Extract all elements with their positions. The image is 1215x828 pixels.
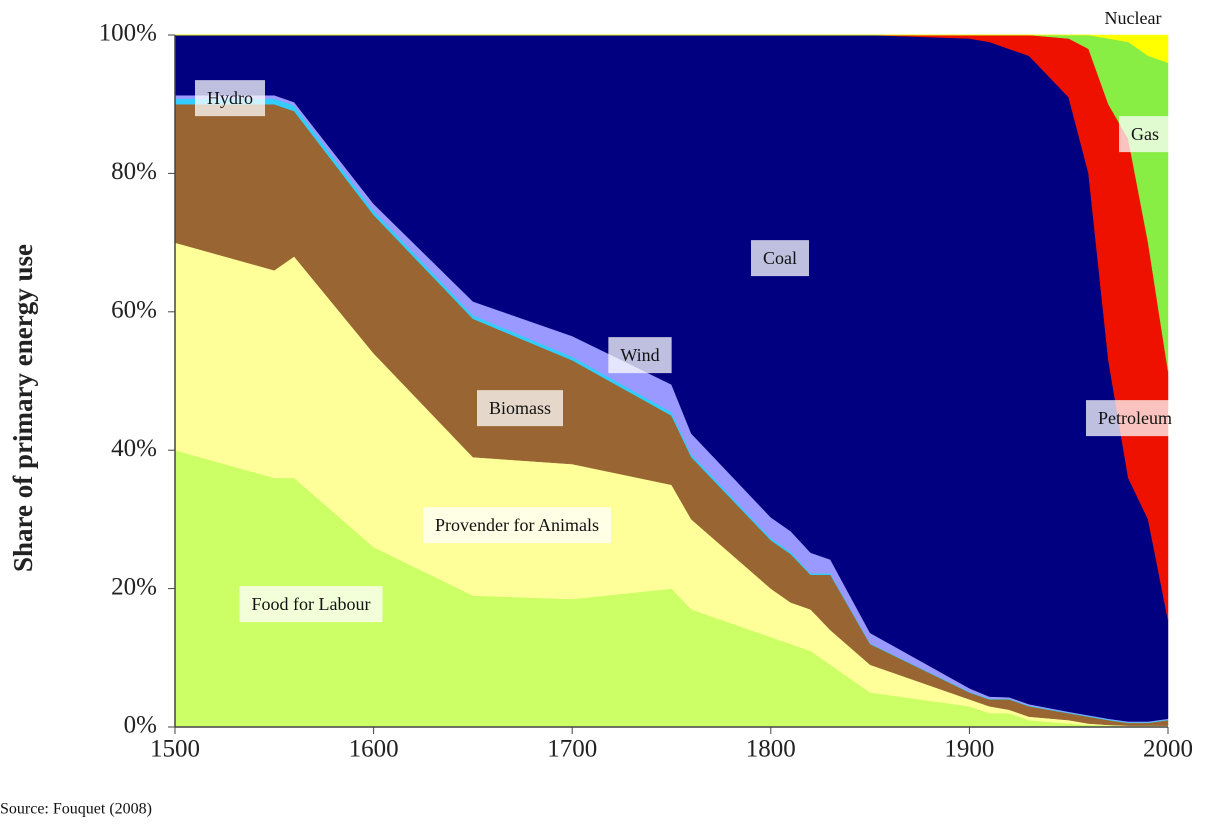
x-tick-label: 1600 — [349, 736, 399, 763]
legend-label: Gas — [1131, 124, 1159, 144]
y-tick-label: 40% — [111, 435, 157, 462]
area — [175, 34, 1169, 64]
series-label: Food for Labour — [239, 586, 383, 623]
legend-label: Wind — [620, 345, 659, 365]
series-label: Coal — [751, 240, 809, 277]
label-box — [608, 337, 672, 374]
x-tick-label: 2000 — [1143, 736, 1193, 763]
label-box — [423, 507, 611, 544]
x-tick-label: 1500 — [150, 736, 200, 763]
label-box — [751, 240, 809, 277]
series-label: Gas — [1119, 116, 1171, 153]
legend-label: Biomass — [489, 398, 551, 418]
x-tick-label: 1900 — [944, 736, 994, 763]
y-tick-label: 80% — [111, 158, 157, 185]
label-box — [239, 586, 383, 623]
series-label: Wind — [608, 337, 672, 374]
label-box — [476, 390, 564, 427]
areas — [174, 34, 1169, 728]
y-axis-label: Share of primary energy use — [8, 244, 38, 572]
x-tick-label: 1700 — [547, 736, 597, 763]
legend-label: Hydro — [207, 88, 253, 108]
label-box — [1086, 400, 1184, 437]
y-tick-label: 0% — [124, 712, 157, 739]
legend-label: Nuclear — [1105, 8, 1162, 28]
legend-label: Food for Labour — [252, 594, 371, 614]
series-label: Biomass — [476, 390, 564, 427]
y-tick-label: 60% — [111, 297, 157, 324]
x-tick-label: 1800 — [746, 736, 796, 763]
series-label: Nuclear — [1105, 8, 1162, 28]
legend-label: Coal — [763, 248, 797, 268]
series-label: Petroleum — [1086, 400, 1184, 437]
label-box — [1119, 116, 1171, 153]
legend-label: Provender for Animals — [435, 515, 599, 535]
y-tick-label: 100% — [99, 20, 157, 47]
y-tick-label: 20% — [111, 573, 157, 600]
series-label: Hydro — [195, 80, 265, 117]
label-box — [195, 80, 265, 117]
legend-label: Petroleum — [1098, 408, 1172, 428]
source: Source: Fouquet (2008) — [0, 801, 152, 818]
series-label: Provender for Animals — [423, 507, 611, 544]
